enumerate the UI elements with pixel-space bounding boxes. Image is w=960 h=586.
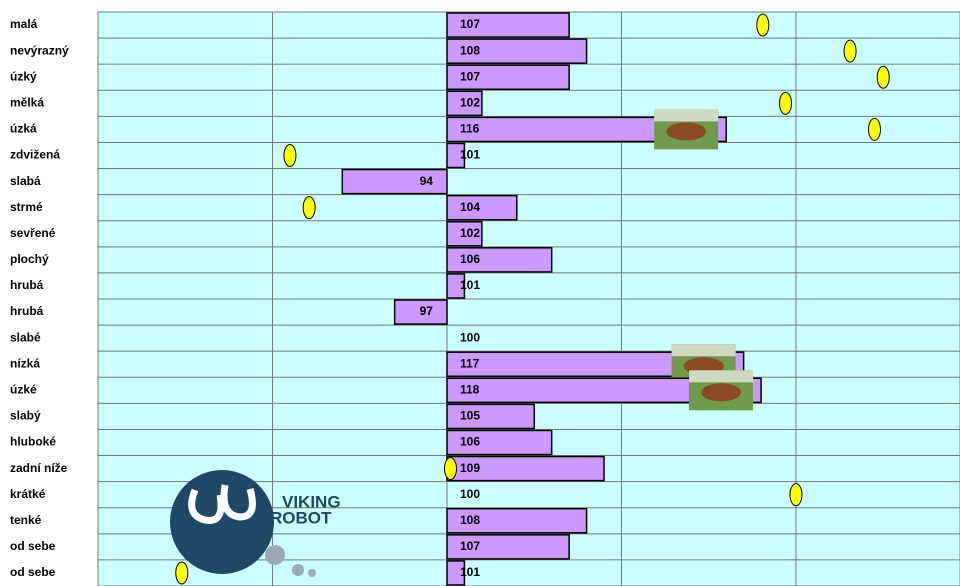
value-label: 100 — [460, 487, 480, 501]
category-label: krátké — [10, 487, 46, 501]
value-label: 106 — [460, 435, 480, 449]
logo-dot — [308, 569, 316, 577]
category-label: strmé — [10, 200, 43, 214]
marker — [867, 117, 881, 141]
logo-text: ROBOT — [270, 508, 332, 527]
bar — [446, 220, 483, 247]
category-label: úzký — [10, 69, 37, 83]
logo-dot — [265, 545, 285, 565]
cow-photo — [701, 383, 742, 402]
value-label: 118 — [460, 382, 480, 396]
bar — [393, 299, 448, 325]
category-label: slabý — [10, 409, 41, 423]
category-label: slabá — [10, 174, 41, 188]
value-label: 102 — [460, 226, 480, 240]
category-label: úzká — [10, 122, 37, 136]
bar — [446, 455, 605, 482]
marker — [443, 457, 457, 481]
marker — [843, 39, 857, 63]
value-label: 100 — [460, 330, 480, 344]
value-label: 107 — [460, 69, 480, 83]
category-label: úzké — [10, 382, 37, 396]
category-label: slabé — [10, 330, 41, 344]
category-label: nízká — [10, 356, 40, 370]
category-label: nevýrazný — [10, 43, 69, 57]
marker — [779, 91, 793, 115]
logo: VIKING ROBOT — [170, 470, 341, 577]
bar — [341, 168, 448, 195]
category-label: mělká — [10, 95, 44, 109]
logo-glyph — [188, 484, 256, 524]
bar — [446, 142, 466, 169]
value-label: 94 — [420, 174, 434, 188]
marker — [302, 196, 316, 220]
bar — [446, 507, 588, 534]
bar — [446, 12, 570, 38]
marker — [283, 144, 297, 167]
value-label: 109 — [460, 461, 480, 475]
cow-photo — [666, 122, 707, 141]
value-label: 106 — [460, 252, 480, 266]
bar — [446, 273, 466, 299]
category-label: zdvižená — [10, 148, 60, 162]
cow-photo — [671, 344, 736, 357]
value-label: 101 — [460, 278, 480, 292]
cow-photo — [654, 109, 719, 122]
marker — [756, 13, 770, 37]
value-label: 101 — [460, 565, 480, 579]
value-label: 102 — [460, 95, 480, 109]
bar — [446, 194, 518, 221]
bar — [446, 38, 588, 64]
value-label: 107 — [460, 17, 480, 31]
category-label: tenké — [10, 513, 42, 527]
value-label: 107 — [460, 539, 480, 553]
bar — [446, 534, 570, 560]
value-label: 104 — [460, 200, 480, 214]
value-label: 105 — [460, 409, 480, 423]
value-label: 117 — [460, 356, 480, 370]
category-label: hrubá — [10, 278, 44, 292]
value-label: 108 — [460, 513, 480, 527]
category-label: sevřené — [10, 226, 56, 240]
category-label: zadní níže — [10, 461, 68, 475]
category-label: od sebe — [10, 565, 56, 579]
category-label: plochý — [10, 252, 49, 266]
cow-photo — [689, 370, 754, 383]
value-label: 97 — [420, 304, 434, 318]
logo-dot — [292, 564, 304, 576]
bar — [446, 429, 553, 456]
bar — [446, 247, 553, 273]
marker — [876, 65, 890, 89]
logo-text: VIKING — [282, 492, 341, 511]
bar — [446, 560, 466, 586]
category-label: malá — [10, 17, 38, 31]
value-label: 108 — [460, 43, 480, 57]
bar — [446, 90, 483, 117]
category-label: od sebe — [10, 539, 56, 553]
value-label: 101 — [460, 148, 480, 162]
bar — [446, 64, 570, 91]
marker — [175, 561, 189, 585]
category-label: hrubá — [10, 304, 44, 318]
marker — [789, 483, 803, 507]
category-label: hluboké — [10, 435, 56, 449]
value-label: 116 — [460, 122, 480, 136]
bar — [446, 403, 535, 430]
